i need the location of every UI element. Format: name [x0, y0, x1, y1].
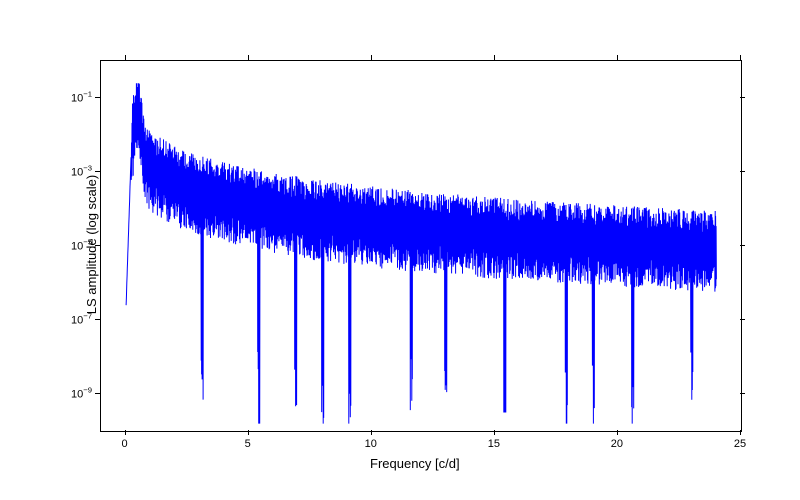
x-axis-label: Frequency [c/d]	[370, 456, 460, 471]
y-tick	[740, 171, 745, 172]
x-tick-label: 15	[488, 438, 500, 450]
y-tick-label: 10−5	[71, 238, 92, 253]
x-tick	[617, 430, 618, 435]
x-tick	[248, 430, 249, 435]
y-tick	[95, 393, 100, 394]
x-tick	[494, 430, 495, 435]
y-tick	[740, 393, 745, 394]
y-tick	[95, 319, 100, 320]
y-tick	[95, 97, 100, 98]
y-tick-label: 10−7	[71, 312, 92, 327]
x-tick-label: 20	[611, 438, 623, 450]
x-tick-label: 25	[734, 438, 746, 450]
y-tick	[740, 245, 745, 246]
x-tick	[740, 430, 741, 435]
y-tick	[95, 245, 100, 246]
x-tick	[371, 430, 372, 435]
x-tick	[125, 430, 126, 435]
y-tick-label: 10−3	[71, 164, 92, 179]
x-tick	[740, 55, 741, 60]
x-tick	[617, 55, 618, 60]
spectrum-line	[126, 83, 716, 423]
x-tick	[125, 55, 126, 60]
plot-area	[100, 60, 742, 432]
y-tick	[740, 319, 745, 320]
x-tick-label: 0	[122, 438, 128, 450]
x-tick-label: 10	[365, 438, 377, 450]
y-tick	[740, 97, 745, 98]
y-tick-label: 10−9	[71, 386, 92, 401]
periodogram-line	[101, 61, 741, 431]
x-tick	[371, 55, 372, 60]
x-tick-label: 5	[245, 438, 251, 450]
y-tick	[95, 171, 100, 172]
x-tick	[248, 55, 249, 60]
x-tick	[494, 55, 495, 60]
figure: LS amplitude (log scale) Frequency [c/d]…	[0, 0, 800, 500]
y-tick-label: 10−1	[71, 90, 92, 105]
